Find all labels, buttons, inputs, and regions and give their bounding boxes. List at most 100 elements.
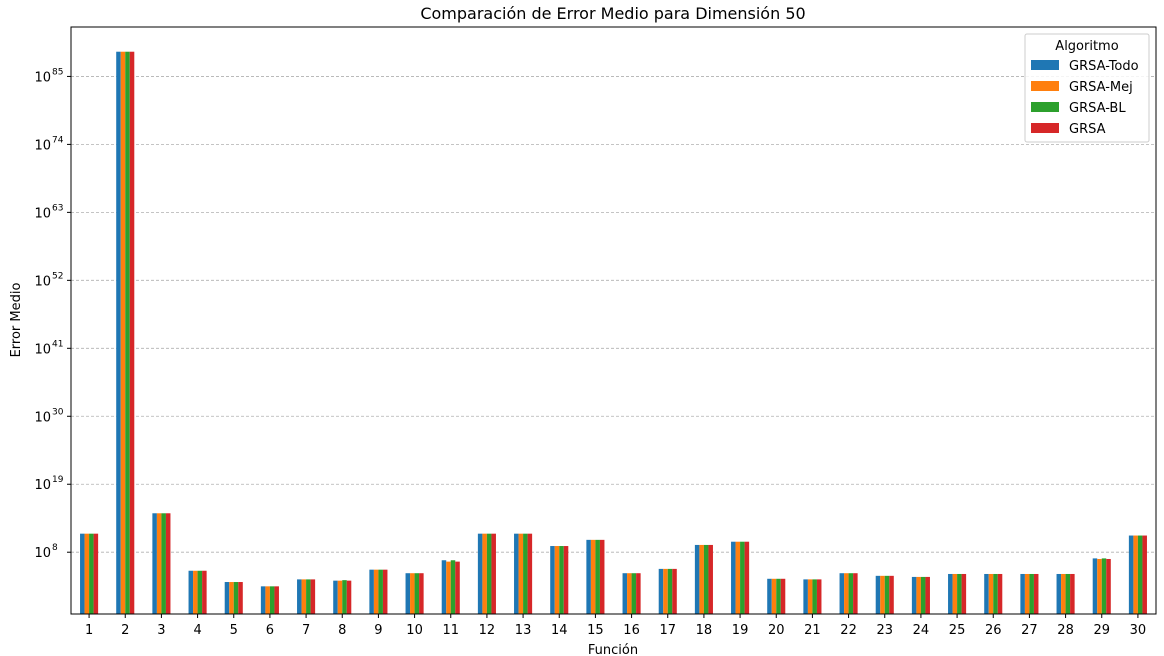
bar-grsa-bl-f26	[993, 573, 998, 614]
bar-grsa-mej-f2	[120, 51, 126, 614]
bar-grsa-f15	[599, 539, 605, 614]
bar-grsa-f1	[93, 533, 99, 614]
bar-grsa-todo-f6	[260, 586, 266, 614]
bar-grsa-f28	[1070, 573, 1075, 614]
x-tick-label: 25	[949, 623, 966, 638]
bar-grsa-f11	[455, 561, 460, 614]
x-tick-label: 9	[374, 623, 382, 638]
x-tick-label: 11	[442, 623, 459, 638]
legend-label: GRSA-BL	[1069, 101, 1126, 116]
bar-grsa-bl-f27	[1029, 573, 1034, 614]
x-tick-label: 27	[1021, 623, 1038, 638]
x-tick-label: 12	[479, 623, 496, 638]
bar-grsa-f24	[925, 576, 930, 614]
y-tick-exponent: 85	[52, 67, 63, 77]
x-tick-label: 2	[121, 623, 129, 638]
bar-grsa-f3	[165, 513, 171, 614]
bar-grsa-todo-f3	[152, 513, 157, 614]
bar-grsa-bl-f14	[559, 546, 564, 614]
y-tick-exponent: 41	[52, 339, 63, 349]
bar-grsa-f22	[853, 573, 858, 614]
x-tick-label: 19	[732, 623, 749, 638]
bar-grsa-todo-f25	[948, 573, 953, 614]
plot-frame	[70, 26, 1157, 615]
bar-grsa-todo-f16	[622, 573, 628, 614]
x-tick-label: 5	[230, 623, 238, 638]
bar-grsa-mej-f16	[627, 573, 632, 614]
bar-grsa-bl-f17	[667, 568, 673, 614]
bar-grsa-f13	[527, 533, 533, 614]
bar-grsa-todo-f20	[767, 578, 772, 614]
x-tick-label: 3	[157, 623, 165, 638]
y-tick-label: 10	[34, 410, 51, 425]
y-axis-label: Error Medio	[9, 283, 24, 358]
y-tick-label: 10	[34, 138, 51, 153]
bar-grsa-bl-f3	[161, 513, 166, 614]
legend-swatch	[1031, 102, 1059, 112]
x-tick-label: 13	[515, 623, 532, 638]
bar-grsa-bl-f11	[450, 560, 456, 614]
bar-grsa-mej-f15	[590, 539, 596, 614]
bar-grsa-f14	[563, 546, 569, 614]
bar-grsa-todo-f30	[1128, 535, 1134, 614]
bar-grsa-mej-f24	[916, 576, 921, 614]
bar-grsa-mej-f9	[373, 569, 379, 614]
y-tick-label: 10	[34, 70, 51, 85]
bar-grsa-todo-f13	[514, 533, 519, 614]
bar-grsa-f8	[346, 580, 352, 614]
bar-grsa-mej-f27	[1024, 573, 1030, 614]
bar-grsa-bl-f16	[631, 573, 637, 614]
bar-grsa-todo-f28	[1056, 573, 1062, 614]
bar-grsa-f18	[708, 544, 713, 614]
x-tick-label: 16	[623, 623, 640, 638]
x-tick-label: 4	[193, 623, 201, 638]
bar-grsa-todo-f10	[405, 573, 411, 614]
bar-grsa-mej-f4	[193, 570, 198, 614]
bar-grsa-bl-f19	[740, 541, 745, 614]
legend-label: GRSA-Mej	[1069, 80, 1133, 95]
bar-grsa-todo-f26	[984, 573, 989, 614]
y-tick-exponent: 74	[52, 135, 64, 145]
x-tick-label: 21	[804, 623, 821, 638]
bar-grsa-bl-f7	[306, 579, 311, 614]
bar-grsa-f7	[310, 579, 316, 614]
bar-grsa-f6	[274, 586, 279, 614]
x-tick-label: 18	[696, 623, 713, 638]
bar-grsa-bl-f6	[269, 586, 275, 614]
legend-label: GRSA	[1069, 122, 1106, 137]
legend-swatch	[1031, 123, 1059, 133]
bar-grsa-todo-f22	[839, 573, 845, 614]
bar-grsa-bl-f28	[1065, 573, 1071, 614]
chart-title: Comparación de Error Medio para Dimensió…	[420, 4, 805, 23]
x-tick-label: 17	[659, 623, 676, 638]
legend: Algoritmo GRSA-Todo GRSA-Mej GRSA-BL GRSA	[1024, 33, 1150, 143]
bar-grsa-mej-f7	[301, 579, 307, 614]
bar-grsa-bl-f10	[414, 573, 420, 614]
bar-grsa-mej-f19	[735, 541, 741, 614]
bar-grsa-todo-f5	[224, 582, 230, 614]
bar-grsa-todo-f2	[116, 51, 121, 614]
bar-grsa-f4	[202, 570, 207, 614]
y-tick-label: 10	[34, 274, 51, 289]
bar-grsa-mej-f11	[446, 561, 451, 614]
bar-grsa-bl-f23	[884, 575, 890, 614]
bar-grsa-mej-f22	[844, 573, 849, 614]
bar-grsa-bl-f4	[197, 570, 203, 614]
bar-grsa-f17	[672, 568, 677, 614]
bar-grsa-todo-f18	[694, 544, 700, 614]
x-tick-label: 24	[913, 623, 930, 638]
grid	[71, 76, 1156, 553]
bar-grsa-todo-f8	[333, 580, 338, 614]
x-tick-label: 8	[338, 623, 346, 638]
bar-grsa-mej-f23	[880, 575, 885, 614]
x-tick-label: 30	[1130, 623, 1147, 638]
bar-grsa-bl-f18	[703, 544, 709, 614]
bar-grsa-todo-f21	[803, 579, 808, 614]
bar-grsa-f21	[816, 579, 822, 614]
bar-grsa-f23	[889, 575, 894, 614]
bar-grsa-mej-f25	[952, 573, 958, 614]
x-tick-label: 29	[1093, 623, 1110, 638]
bar-grsa-mej-f14	[554, 546, 560, 614]
